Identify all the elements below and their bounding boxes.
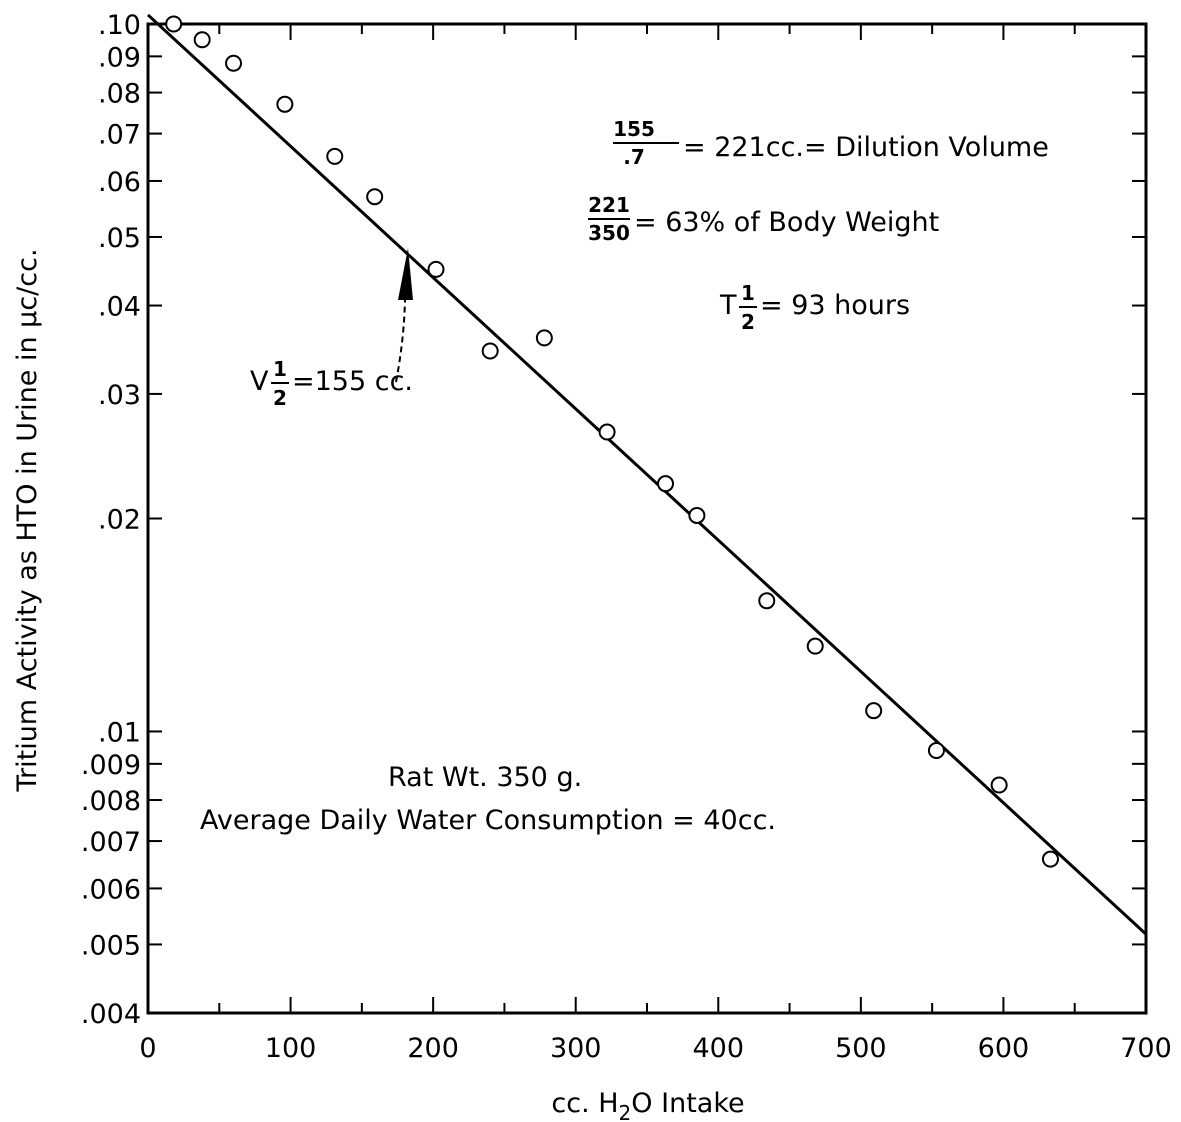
x-tick-label: 0 <box>139 1033 156 1064</box>
data-point <box>927 741 945 759</box>
dilution-denominator: .7 <box>623 145 645 169</box>
t-half-symbol: T <box>719 290 737 321</box>
y-tick-label: .006 <box>81 874 141 905</box>
plot-frame <box>146 22 1148 1015</box>
y-tick-label: .07 <box>98 120 141 151</box>
y-tick-label: .007 <box>81 827 141 858</box>
dilution-numerator: 155 <box>613 117 655 141</box>
v-half-symbol: V <box>250 366 269 397</box>
dilution-text: = 221cc.= Dilution Volume <box>683 132 1049 163</box>
data-point <box>657 475 675 493</box>
data-point <box>598 423 616 441</box>
y-tick-label: .005 <box>81 930 141 961</box>
y-tick-label: .10 <box>98 10 141 41</box>
data-point <box>276 95 294 113</box>
x-axis-tick-labels: 0 100 200 300 400 500 600 700 <box>139 1033 1171 1064</box>
data-point <box>758 592 776 610</box>
data-point <box>990 776 1008 794</box>
annotation-v-half: V 1 2 =155 cc. <box>250 248 413 410</box>
x-axis-ticks <box>147 24 1147 1013</box>
water-consumption-text: Average Daily Water Consumption = 40cc. <box>200 805 776 836</box>
x-axis-title: cc. H2O Intake <box>551 1088 744 1122</box>
data-point <box>193 31 211 49</box>
x-tick-label: 700 <box>1120 1033 1172 1064</box>
bodyweight-numerator: 221 <box>588 193 630 217</box>
v-half-text: =155 cc. <box>292 366 413 397</box>
v-half-denominator: 2 <box>273 386 287 410</box>
y-tick-label: .05 <box>98 223 141 254</box>
v-half-numerator: 1 <box>273 357 287 381</box>
x-tick-label: 300 <box>550 1033 602 1064</box>
t-half-text: = 93 hours <box>760 290 910 321</box>
data-points <box>165 15 1059 868</box>
bodyweight-denominator: 350 <box>588 221 630 245</box>
data-point <box>366 188 384 206</box>
y-tick-label: .04 <box>98 292 141 323</box>
t-half-denominator: 2 <box>741 310 755 334</box>
annotation-t-half: T 1 2 = 93 hours <box>719 281 910 334</box>
y-tick-label: .08 <box>98 79 141 110</box>
data-point <box>1041 850 1059 868</box>
data-point <box>688 506 706 524</box>
y-axis-tick-labels: .10.09 .08 .07 .06 .05 .04 .03 .02 .01.009 .008 .0… <box>81 10 141 1030</box>
y-tick-label: .009 <box>81 750 141 781</box>
data-point <box>427 260 445 278</box>
annotation-body-weight: 221 350 = 63% of Body Weight <box>588 193 939 245</box>
rat-weight-text: Rat Wt. 350 g. <box>388 762 582 793</box>
y-tick-label: .01 <box>98 717 141 748</box>
y-tick-label: .008 <box>81 786 141 817</box>
x-tick-label: 200 <box>407 1033 459 1064</box>
y-tick-label: .004 <box>81 999 141 1030</box>
bodyweight-text: = 63% of Body Weight <box>634 207 939 238</box>
t-half-numerator: 1 <box>741 281 755 305</box>
v-half-arrow-shaft <box>395 299 406 383</box>
y-tick-label: .02 <box>98 505 141 536</box>
y-tick-label: .03 <box>98 380 141 411</box>
data-point <box>225 54 243 72</box>
data-point <box>535 329 553 347</box>
fit-line <box>146 13 1148 936</box>
y-axis-ticks <box>148 23 1146 1014</box>
y-tick-label: .09 <box>98 42 141 73</box>
x-tick-label: 100 <box>265 1033 317 1064</box>
data-point <box>481 342 499 360</box>
data-point <box>806 637 824 655</box>
data-point <box>865 702 883 720</box>
data-point <box>326 147 344 165</box>
data-point <box>165 15 183 33</box>
y-axis-title: Tritium Activity as HTO in Urine in µc/c… <box>12 248 43 792</box>
v-half-arrow-head <box>398 248 413 300</box>
annotation-dilution-volume: 155 .7 = 221cc.= Dilution Volume <box>613 117 1049 169</box>
x-tick-label: 500 <box>835 1033 887 1064</box>
x-tick-label: 400 <box>693 1033 745 1064</box>
y-tick-label: .06 <box>98 167 141 198</box>
x-tick-label: 600 <box>978 1033 1030 1064</box>
